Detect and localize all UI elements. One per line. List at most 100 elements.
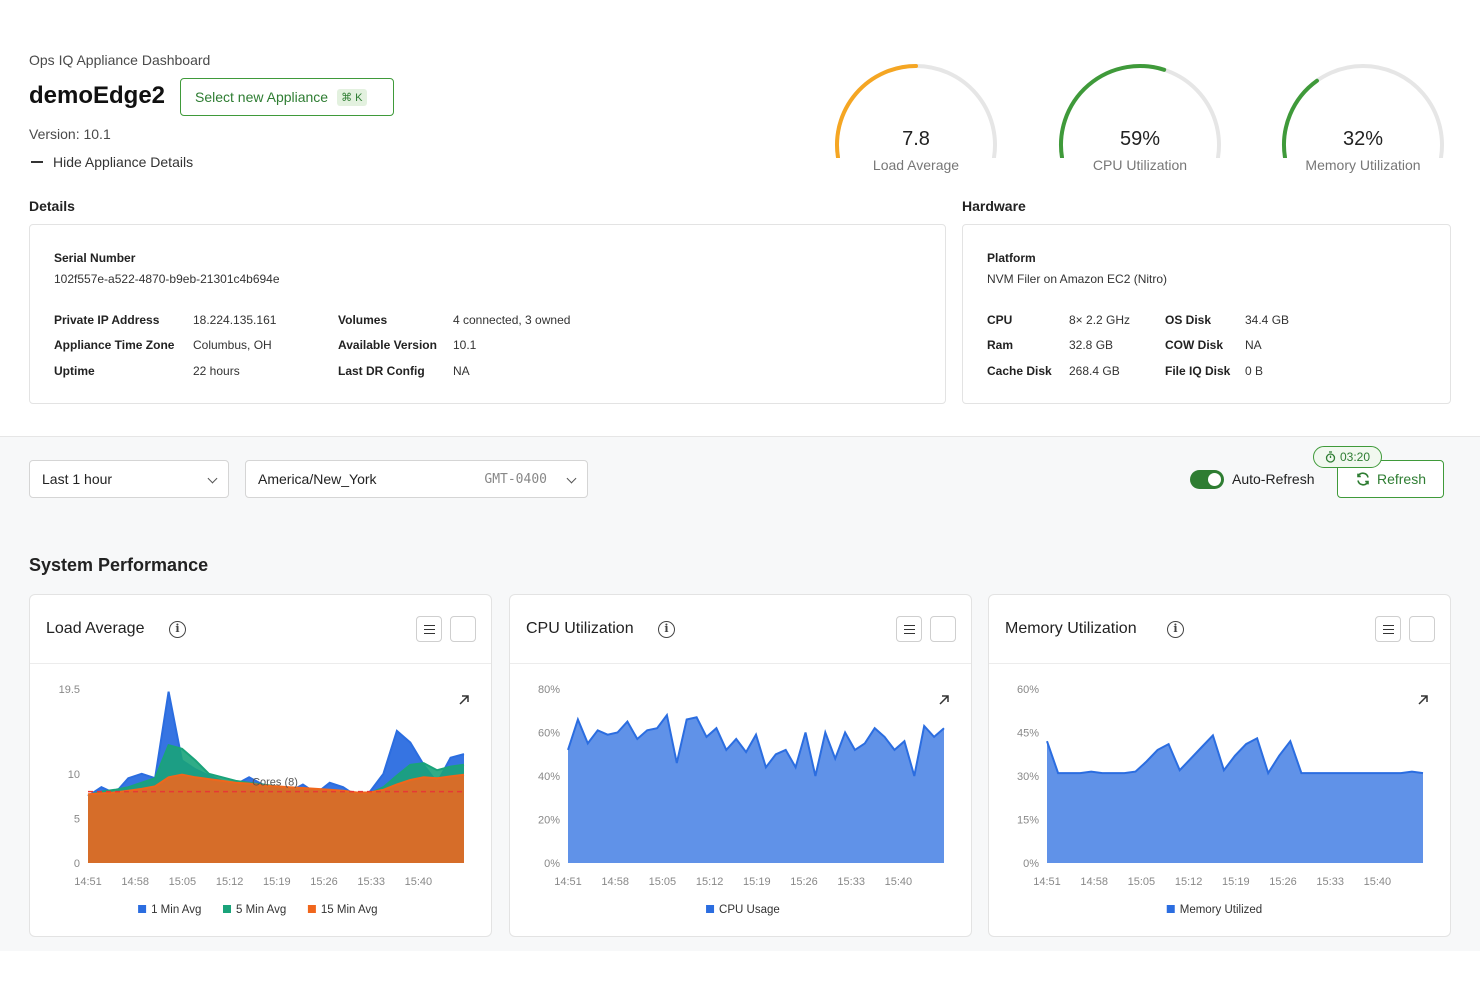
x-tick-label: 15:26: [1269, 876, 1297, 888]
card-header: Memory Utilization i: [989, 595, 1450, 705]
memory-utilization-card: Memory Utilization i 0% 15% 30% 45% 60% 14:51…: [988, 594, 1451, 937]
series-line: [567, 712, 945, 777]
x-tick-label: 15:40: [885, 876, 913, 888]
memory-utilization-chart: 0% 15% 30% 45% 60% 14:51 14:58 15:05 15:12 15:19 1…: [1017, 684, 1424, 916]
expand-chart-button[interactable]: [450, 616, 476, 705]
info-icon[interactable]: i: [658, 621, 675, 638]
hardware-value: 0 B: [1245, 364, 1264, 378]
legend-swatch: [223, 905, 231, 913]
y-tick-label: 30%: [1017, 771, 1039, 783]
hide-details-toggle[interactable]: Hide Appliance Details: [31, 154, 193, 170]
legend-label: Memory Utilized: [1180, 904, 1262, 916]
time-range-value: Last 1 hour: [42, 471, 113, 487]
appliance-name: demoEdge2: [29, 82, 166, 109]
select-appliance-label: Select new Appliance: [195, 89, 329, 105]
arrow-up-right-icon: [459, 695, 469, 705]
performance-title: System Performance: [29, 555, 209, 575]
hardware-value: 34.4 GB: [1245, 313, 1290, 327]
gauge-label: Load Average: [872, 157, 960, 173]
x-tick-label: 15:05: [1128, 876, 1156, 888]
toggle-knob: [1208, 473, 1221, 486]
gauge-value: 7.8: [902, 128, 930, 150]
legend-swatch: [138, 905, 147, 913]
chart-title: CPU Utilization: [526, 620, 634, 637]
chart-menu-button[interactable]: [1375, 616, 1401, 642]
gauge-cpu-utilization: 59% CPU Utilization: [1055, 58, 1225, 178]
x-tick-label: 14:58: [601, 876, 629, 888]
menu-icon: [1383, 625, 1394, 634]
series-area: [88, 774, 464, 863]
details-card: Serial Number 102f557e-a522-4870-b9eb-21…: [29, 224, 946, 404]
chart-menu-button[interactable]: [896, 616, 922, 642]
cpu-utilization-card: CPU Utilization i 0% 20% 40% 60% 80% 14:51 14:…: [509, 594, 972, 937]
detail-value: NA: [453, 364, 470, 378]
hide-details-label: Hide Appliance Details: [53, 154, 194, 170]
x-tick-label: 15:26: [790, 876, 818, 888]
load-average-chart: 0 5 10 19.5 14:51 14:58 15:05 15:12 15:19 15:26 15…: [59, 684, 465, 916]
hardware-value: 268.4 GB: [1069, 364, 1120, 378]
hardware-value: NA: [1245, 338, 1262, 352]
refresh-button[interactable]: Refresh: [1337, 460, 1444, 498]
x-tick-label: 14:51: [74, 876, 102, 888]
x-tick-label: 15:33: [1316, 876, 1344, 888]
x-tick-label: 14:51: [1033, 876, 1061, 888]
y-tick-label: 5: [74, 813, 80, 825]
y-tick-label: 0%: [1023, 858, 1039, 870]
auto-refresh-toggle[interactable]: [1190, 470, 1224, 489]
menu-icon: [904, 625, 915, 634]
series-area: [568, 715, 944, 863]
info-icon[interactable]: i: [1167, 621, 1184, 638]
gauge-arc: [1059, 64, 1221, 158]
y-tick-label: 20%: [538, 815, 560, 827]
serial-label: Serial Number: [54, 251, 136, 265]
x-tick-label: 15:12: [216, 876, 244, 888]
x-tick-label: 15:40: [1364, 876, 1392, 888]
chart-menu-button[interactable]: [416, 616, 442, 642]
detail-value: 10.1: [453, 338, 477, 352]
y-tick-label: 0: [74, 858, 80, 870]
hardware-label: Ram: [987, 338, 1014, 352]
y-tick-label: 45%: [1017, 728, 1039, 740]
refresh-timer-badge: 03:20: [1313, 446, 1382, 468]
arrow-up-right-icon: [1418, 695, 1428, 705]
y-tick-label: 60%: [1017, 684, 1039, 696]
x-tick-label: 14:51: [554, 876, 582, 888]
timer-icon: [1325, 451, 1336, 463]
refresh-label: Refresh: [1376, 471, 1427, 487]
y-tick-label: 40%: [538, 771, 560, 783]
hardware-label: CPU: [987, 313, 1013, 327]
x-tick-label: 14:58: [1080, 876, 1108, 888]
y-tick-label: 19.5: [59, 684, 80, 696]
y-tick-label: 15%: [1017, 815, 1039, 827]
arrow-up-right-icon: [939, 695, 949, 705]
hardware-card: Platform NVM Filer on Amazon EC2 (Nitro)…: [962, 224, 1451, 404]
y-tick-label: 10: [68, 769, 80, 781]
card-header: Load Average i: [30, 595, 491, 705]
gauge-memory-utilization: 32% Memory Utilization: [1278, 58, 1448, 178]
platform-value: NVM Filer on Amazon EC2 (Nitro): [987, 272, 1168, 286]
gmt-offset: GMT-0400: [484, 472, 547, 487]
chart-title: Load Average: [46, 620, 145, 637]
hardware-label: File IQ Disk: [1165, 364, 1231, 378]
x-tick-label: 14:58: [121, 876, 149, 888]
gauge-load-average: 7.8 Load Average: [831, 58, 1001, 178]
gauge-label: Memory Utilization: [1305, 157, 1421, 173]
time-range-select[interactable]: Last 1 hour: [29, 460, 229, 498]
select-appliance-button[interactable]: Select new Appliance ⌘ K: [180, 78, 394, 116]
info-icon[interactable]: i: [169, 621, 186, 638]
legend-label: 5 Min Avg: [236, 904, 286, 916]
hardware-label: OS Disk: [1165, 313, 1212, 327]
version-text: Version: 10.1: [29, 126, 111, 142]
chart-title: Memory Utilization: [1005, 620, 1137, 637]
hardware-value: 32.8 GB: [1069, 338, 1114, 352]
hardware-label: Cache Disk: [987, 364, 1052, 378]
auto-refresh-label: Auto-Refresh: [1232, 471, 1315, 487]
x-tick-label: 15:05: [169, 876, 197, 888]
timezone-select[interactable]: America/New_York GMT-0400: [245, 460, 588, 498]
x-tick-label: 15:05: [649, 876, 677, 888]
expand-chart-button[interactable]: [1409, 616, 1435, 705]
x-tick-label: 15:33: [837, 876, 865, 888]
reference-label: Cores (8): [252, 777, 298, 789]
expand-chart-button[interactable]: [930, 616, 956, 705]
timer-value: 03:20: [1339, 450, 1371, 464]
